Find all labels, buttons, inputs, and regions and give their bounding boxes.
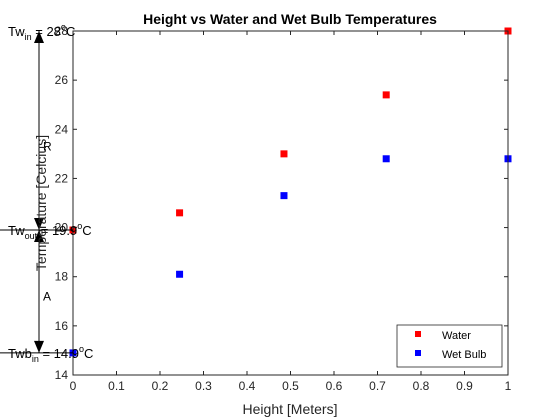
arrow-head-down-icon <box>34 218 44 231</box>
y-tick-label: 20 <box>55 221 69 235</box>
twb-in-label-rest: = 14.9 <box>39 346 79 361</box>
x-tick-label: 1 <box>505 379 512 393</box>
x-tick-label: 0.5 <box>282 379 299 393</box>
twb-in-label-sub: in <box>32 354 39 364</box>
arrow-head-down-icon <box>34 340 44 353</box>
tw-in-label-sub: in <box>25 32 32 42</box>
tw-in-label-sup: o <box>61 22 66 32</box>
legend-box <box>396 324 503 368</box>
tw-in-label-main: Tw <box>8 24 25 39</box>
y-tick-label: 28 <box>55 24 69 38</box>
y-tick-label: 26 <box>55 73 69 87</box>
tw-in-label-rest: = 28 <box>32 24 61 39</box>
wet-bulb-point <box>382 155 390 163</box>
x-axis-label: Height [Meters] <box>243 401 338 417</box>
tw-out-label-sup: o <box>77 221 82 231</box>
twb-in-label-main: Twb <box>8 346 32 361</box>
x-axis: 0 0.1 0.2 0.3 0.4 0.5 0.6 0.7 0.8 0.9 1 <box>70 31 512 393</box>
legend: Water Wet Bulb <box>396 324 503 368</box>
chart-title: Height vs Water and Wet Bulb Temperature… <box>143 11 437 27</box>
water-point <box>176 209 184 217</box>
x-tick-label: 0.9 <box>456 379 473 393</box>
x-tick-label: 0 <box>70 379 77 393</box>
water-point <box>382 91 390 99</box>
tw-out-label-main: Tw <box>8 223 25 238</box>
x-tick-label: 0.2 <box>152 379 169 393</box>
y-axis: 14 16 18 20 22 24 26 28 <box>55 24 508 382</box>
tw-out-label-rest: = 19.9 <box>37 223 77 238</box>
water-point <box>280 150 288 158</box>
y-tick-label: 14 <box>55 368 69 382</box>
twb-in-label-sup: o <box>79 344 84 354</box>
y-tick-label: 22 <box>55 171 69 185</box>
y-tick-label: 24 <box>55 122 69 136</box>
range-label-r: R <box>43 139 52 153</box>
tw-out-label-sub: out <box>25 231 38 241</box>
x-tick-label: 0.7 <box>369 379 386 393</box>
tw-out-label-unit: C <box>82 223 91 238</box>
legend-label-wet-bulb: Wet Bulb <box>442 349 486 361</box>
arrow-head-up-icon <box>34 31 44 43</box>
wet-bulb-point <box>176 270 184 278</box>
tw-in-label-unit: C <box>66 24 75 39</box>
y-tick-label: 18 <box>55 270 69 284</box>
legend-marker-wet-bulb <box>415 350 421 356</box>
wet-bulb-point <box>280 192 288 200</box>
twb-in-label: Twbin = 14.9oC <box>8 344 93 364</box>
twb-in-label-unit: C <box>84 346 93 361</box>
arrow-head-up-icon <box>34 230 44 243</box>
x-tick-label: 0.1 <box>108 379 125 393</box>
x-tick-label: 0.3 <box>195 379 212 393</box>
x-tick-label: 0.8 <box>413 379 430 393</box>
y-axis-label: Temperature [Celcius] <box>33 135 49 271</box>
x-tick-label: 0.4 <box>239 379 256 393</box>
plot-area <box>73 31 508 375</box>
legend-label-water: Water <box>442 330 471 342</box>
legend-marker-water <box>415 331 421 337</box>
approach-label-a: A <box>43 289 51 303</box>
tw-in-label: Twin = 28oC <box>8 22 75 42</box>
y-tick-label: 16 <box>55 319 69 333</box>
x-tick-label: 0.6 <box>326 379 343 393</box>
tw-out-label: Twout = 19.9oC <box>8 221 92 241</box>
